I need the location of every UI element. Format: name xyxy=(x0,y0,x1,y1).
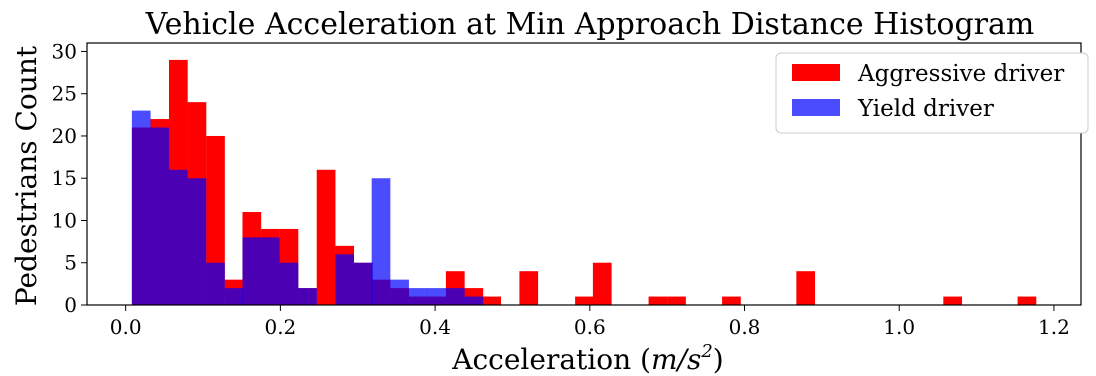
chart-title: Vehicle Acceleration at Min Approach Dis… xyxy=(145,7,1035,42)
aggressive-bar xyxy=(482,296,501,305)
yield-bar xyxy=(464,296,484,305)
y-tick-label: 0 xyxy=(64,293,77,317)
yield-bar xyxy=(408,288,428,305)
plot-frame xyxy=(86,42,1082,306)
yield-bar xyxy=(224,288,244,305)
y-tick-label: 10 xyxy=(52,208,77,232)
legend-label-yield: Yield driver xyxy=(857,96,994,122)
y-tick-label: 30 xyxy=(52,39,77,63)
yield-bar xyxy=(353,262,373,305)
yield-bar xyxy=(242,237,262,305)
aggressive-bar xyxy=(575,296,594,305)
aggressive-bar xyxy=(667,296,686,305)
x-tick-label: 1.0 xyxy=(883,315,915,339)
x-tick-label: 0.0 xyxy=(110,315,142,339)
yield-bar xyxy=(390,279,409,305)
x-tick-label: 0.4 xyxy=(419,315,451,339)
y-tick-label: 20 xyxy=(52,124,77,148)
y-axis: 0 5 10 15 20 25 30 xyxy=(52,39,87,317)
legend: Aggressive driver Yield driver xyxy=(775,52,1089,134)
yield-bar xyxy=(371,178,391,305)
yield-bar xyxy=(445,288,465,305)
plot-area xyxy=(86,42,1082,306)
x-tick-label: 0.8 xyxy=(729,315,761,339)
yield-bar xyxy=(335,254,355,305)
y-tick-label: 25 xyxy=(52,82,77,106)
x-tick-label: 0.2 xyxy=(264,315,296,339)
aggressive-bar xyxy=(648,296,668,305)
yield-bar xyxy=(187,178,207,305)
aggressive-bar xyxy=(519,271,539,305)
yield-bar xyxy=(261,237,280,305)
yield-bar xyxy=(131,110,151,305)
aggressive-bar xyxy=(796,271,816,305)
yield-bar xyxy=(427,288,447,305)
x-axis: 0.0 0.2 0.4 0.6 0.8 1.0 1.2 xyxy=(110,305,1070,339)
aggressive-bar xyxy=(592,262,612,305)
aggressive-bar xyxy=(722,296,741,305)
x-tick-label: 1.2 xyxy=(1038,315,1070,339)
aggressive-bar xyxy=(316,169,336,305)
aggressive-bar xyxy=(943,296,963,305)
x-axis-label: Acceleration (m/s2) xyxy=(451,341,723,376)
yield-bar xyxy=(150,127,170,306)
aggressive-bar xyxy=(1017,296,1037,305)
legend-swatch-yield xyxy=(792,99,840,116)
y-tick-label: 15 xyxy=(52,166,77,190)
yield-bar xyxy=(206,262,225,305)
yield-bar xyxy=(298,288,317,305)
yield-bar xyxy=(279,262,299,305)
legend-swatch-aggressive xyxy=(792,64,840,81)
yield-bar xyxy=(169,169,188,305)
legend-box xyxy=(775,52,1089,134)
yield-driver-bars xyxy=(131,110,484,306)
y-axis-label: Pedestrians Count xyxy=(10,45,43,306)
legend-label-aggressive: Aggressive driver xyxy=(857,61,1064,87)
x-tick-label: 0.6 xyxy=(574,315,606,339)
y-tick-label: 5 xyxy=(64,251,77,275)
